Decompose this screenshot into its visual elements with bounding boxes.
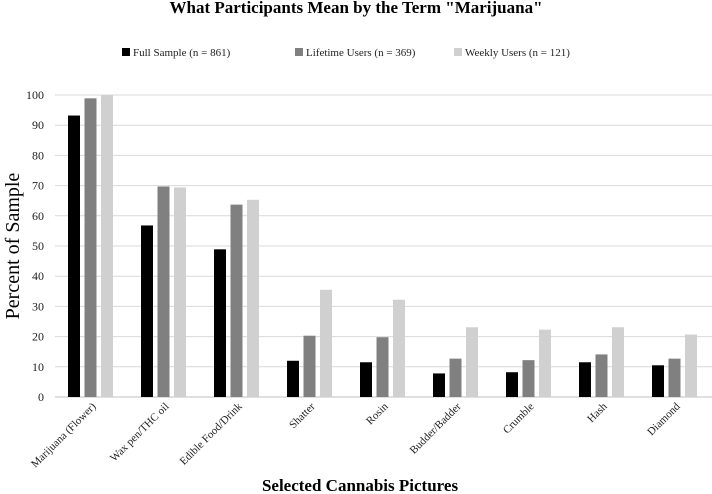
y-tick-label: 20 <box>32 330 44 344</box>
bar <box>247 199 259 397</box>
legend-label: Full Sample (n = 861) <box>133 47 231 59</box>
y-tick-label: 100 <box>26 88 44 102</box>
y-tick-label: 70 <box>32 179 44 193</box>
bar <box>303 335 316 397</box>
x-tick-label: Rosin <box>364 400 391 427</box>
y-axis-ticks: 0 10 20 30 40 50 60 70 80 90 100 <box>26 88 44 404</box>
bar <box>101 95 113 397</box>
x-axis-label: Selected Cannabis Pictures <box>262 476 459 494</box>
bar <box>393 299 405 397</box>
bar <box>433 373 445 397</box>
bar <box>522 360 535 397</box>
y-tick-label: 10 <box>32 360 44 374</box>
y-tick-label: 50 <box>32 239 44 253</box>
bar <box>320 289 332 397</box>
bar <box>506 372 518 397</box>
bar <box>685 334 697 397</box>
bars <box>68 95 697 398</box>
bar <box>449 358 462 397</box>
bar <box>68 115 80 397</box>
bar <box>652 365 664 397</box>
bar <box>579 362 591 397</box>
bar <box>141 225 153 397</box>
x-tick-label: Shatter <box>287 400 318 431</box>
bar <box>174 187 186 397</box>
bar <box>612 327 624 397</box>
bar <box>595 354 608 397</box>
bar <box>539 329 551 397</box>
x-tick-label: Diamond <box>645 400 683 438</box>
y-tick-label: 60 <box>32 209 44 223</box>
x-tick-label: Hash <box>585 400 610 425</box>
bar <box>466 327 478 397</box>
x-tick-label: Budder/Badder <box>408 400 464 456</box>
y-tick-label: 80 <box>32 148 44 162</box>
x-tick-label: Marijuana (Flower) <box>29 400 99 470</box>
legend-label: Weekly Users (n = 121) <box>465 47 570 59</box>
bar <box>157 186 170 397</box>
legend: Full Sample (n = 861) Lifetime Users (n =… <box>122 47 570 59</box>
bar <box>376 337 389 397</box>
bar <box>668 358 681 397</box>
bar <box>360 362 372 397</box>
y-tick-label: 0 <box>38 390 44 404</box>
x-tick-label: Edible Food/Drink <box>178 400 245 467</box>
chart-title: What Participants Mean by the Term "Mari… <box>169 0 542 17</box>
legend-swatch <box>454 48 462 56</box>
x-tick-label: Crumble <box>501 401 537 437</box>
bar <box>214 249 226 397</box>
x-tick-label: Wax pen/THC oil <box>108 401 172 465</box>
y-tick-label: 90 <box>32 118 44 132</box>
legend-swatch <box>295 48 303 56</box>
legend-label: Lifetime Users (n = 369) <box>306 47 416 59</box>
y-axis-label: Percent of Sample <box>2 173 24 320</box>
bar <box>84 98 97 398</box>
bar <box>230 204 243 397</box>
legend-swatch <box>122 48 130 56</box>
x-axis-categories: Marijuana (Flower) Wax pen/THC oil Edible … <box>29 400 683 470</box>
y-tick-label: 40 <box>32 269 44 283</box>
bar <box>287 360 299 397</box>
y-tick-label: 30 <box>32 299 44 313</box>
